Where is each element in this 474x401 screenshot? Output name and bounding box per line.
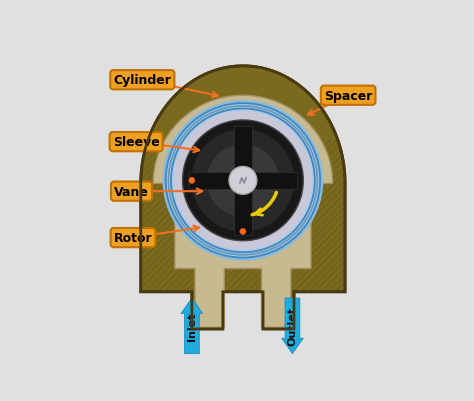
FancyArrow shape [181, 298, 203, 354]
Circle shape [164, 102, 322, 259]
Polygon shape [234, 127, 252, 235]
Circle shape [182, 121, 303, 241]
Polygon shape [141, 67, 345, 329]
Circle shape [240, 229, 246, 235]
FancyArrow shape [282, 298, 303, 354]
Circle shape [191, 130, 294, 232]
Polygon shape [189, 172, 297, 190]
Text: Rotor: Rotor [114, 231, 152, 245]
Circle shape [229, 167, 257, 195]
Circle shape [189, 178, 195, 184]
Text: Spacer: Spacer [324, 89, 373, 103]
Text: Outlet: Outlet [287, 306, 298, 346]
Text: Cylinder: Cylinder [113, 74, 171, 87]
Polygon shape [153, 96, 333, 328]
Text: Vane: Vane [114, 185, 149, 198]
Circle shape [207, 145, 279, 217]
Text: Sleeve: Sleeve [113, 136, 160, 149]
Text: Inlet: Inlet [187, 312, 197, 340]
